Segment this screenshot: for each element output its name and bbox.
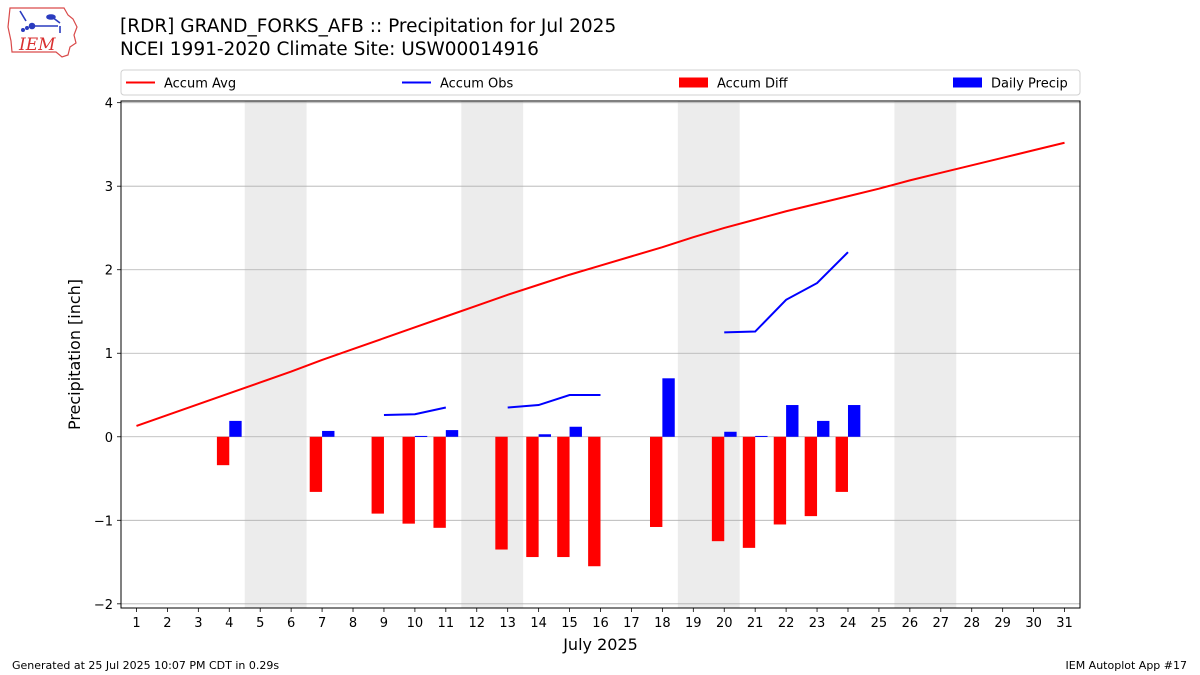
accum-diff-bar [402, 436, 415, 524]
accum-diff-bar [773, 436, 787, 525]
x-tick-label: 1 [132, 616, 140, 631]
x-tick-label: 15 [561, 616, 578, 631]
accum-diff-bar [804, 436, 818, 517]
daily-precip-bar [229, 420, 242, 437]
accum-diff-bar [742, 436, 756, 548]
x-tick-label: 11 [438, 616, 455, 631]
accum-obs-line [507, 394, 601, 409]
accum-diff-bar [649, 436, 663, 527]
x-tick-label: 23 [809, 616, 826, 631]
plot-frame [120, 100, 1081, 609]
x-tick-label: 7 [318, 616, 326, 631]
accum-diff-bar [216, 436, 230, 466]
x-tick-label: 8 [349, 616, 357, 631]
accum-diff-bar [495, 436, 508, 550]
accum-diff-bar [711, 436, 725, 542]
x-tick-label: 25 [871, 616, 888, 631]
y-axis-label: Precipitation [inch] [65, 279, 84, 430]
x-tick-label: 24 [840, 616, 857, 631]
legend-box [120, 69, 1081, 96]
x-tick-label: 29 [994, 616, 1011, 631]
chart-subtitle: NCEI 1991-2020 Climate Site: USW00014916 [120, 39, 539, 60]
x-tick-label: 16 [592, 616, 609, 631]
y-tick-label: 0 [105, 431, 113, 446]
x-tick-label: 5 [256, 616, 264, 631]
daily-precip-bar [569, 426, 582, 437]
logo-text: IEM [18, 35, 56, 55]
x-tick-label: 4 [225, 616, 233, 631]
accum-diff-bar [433, 436, 446, 528]
daily-precip-bar [662, 378, 675, 437]
weekend-shade [244, 101, 307, 608]
y-tick-label: −1 [94, 514, 113, 529]
y-tick-label: 2 [105, 264, 113, 279]
x-tick-label: 17 [623, 616, 640, 631]
daily-precip-bar [817, 420, 830, 437]
generated-timestamp: Generated at 25 Jul 2025 10:07 PM CDT in… [12, 659, 280, 672]
accum-diff-bar [309, 436, 323, 492]
x-tick-label: 21 [747, 616, 764, 631]
accum-obs-line [724, 251, 849, 334]
chart-title: [RDR] GRAND_FORKS_AFB :: Precipitation f… [120, 16, 617, 37]
legend-label: Accum Obs [440, 77, 513, 92]
daily-precip-bar [445, 430, 459, 437]
x-tick-label: 13 [499, 616, 516, 631]
accum-avg-line [136, 141, 1065, 427]
iem-logo: IEM [7, 7, 78, 58]
accum-obs-line [383, 406, 447, 417]
y-tick-label: 1 [105, 347, 113, 362]
daily-precip-bar [322, 430, 335, 437]
accum-diff-bar [557, 436, 570, 558]
x-tick-label: 31 [1056, 616, 1073, 631]
x-tick-label: 18 [654, 616, 671, 631]
x-tick-label: 28 [963, 616, 980, 631]
accum-diff-bar [588, 436, 601, 567]
x-tick-label: 14 [530, 616, 547, 631]
x-tick-label: 10 [407, 616, 424, 631]
weekend-shade [894, 101, 957, 608]
app-credit: IEM Autoplot App #17 [1065, 659, 1188, 672]
legend-label: Daily Precip [991, 77, 1068, 92]
x-tick-label: 12 [468, 616, 485, 631]
weekend-shade [461, 101, 524, 608]
legend-label: Accum Diff [717, 77, 789, 92]
x-tick-label: 27 [933, 616, 950, 631]
legend-swatch-bar [679, 77, 708, 88]
y-tick-label: −2 [94, 598, 113, 613]
daily-precip-bar [724, 431, 737, 437]
x-tick-label: 20 [716, 616, 733, 631]
x-tick-label: 26 [902, 616, 919, 631]
x-tick-label: 22 [778, 616, 795, 631]
daily-precip-bar [786, 405, 799, 437]
daily-precip-bar [414, 435, 428, 437]
daily-precip-bar [538, 434, 552, 437]
x-tick-label: 6 [287, 616, 295, 631]
x-tick-label: 9 [380, 616, 388, 631]
accum-diff-bar [526, 436, 539, 558]
accum-diff-bar [835, 436, 848, 492]
legend-swatch-bar [953, 77, 982, 88]
x-tick-label: 19 [685, 616, 702, 631]
x-axis-label: July 2025 [562, 635, 638, 654]
daily-precip-bar [847, 405, 861, 437]
accum-diff-bar [371, 436, 384, 514]
x-tick-label: 30 [1025, 616, 1042, 631]
daily-precip-bar [755, 435, 768, 437]
weather-station-icon [19, 10, 61, 33]
weekend-shade [677, 101, 740, 608]
x-tick-label: 3 [194, 616, 202, 631]
y-tick-label: 4 [105, 97, 113, 112]
x-tick-label: 2 [163, 616, 171, 631]
legend-label: Accum Avg [164, 77, 236, 92]
y-tick-label: 3 [105, 180, 113, 195]
